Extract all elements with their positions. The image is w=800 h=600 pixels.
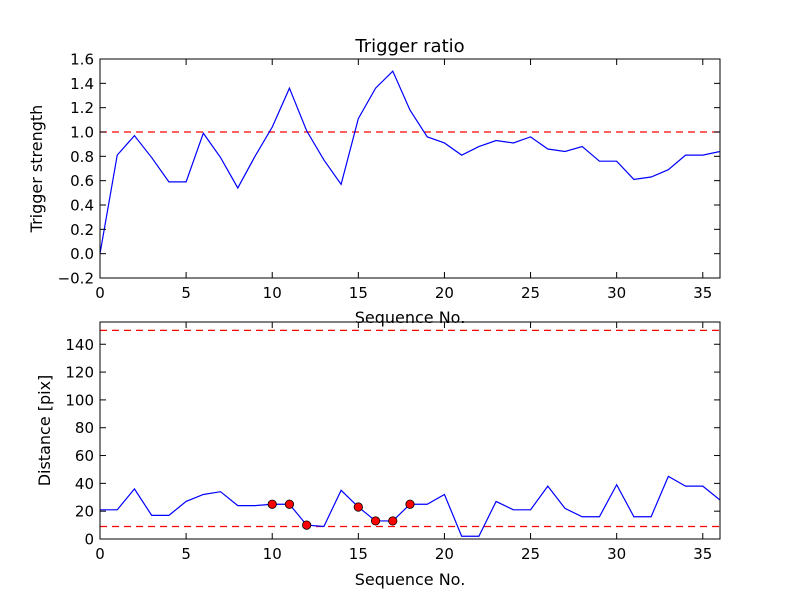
trigger-ratio-y-tick-label: 0.4 — [70, 197, 94, 215]
trigger-ratio-ticks: 0 5 10 15 20 25 30 35 −0.2 0.0 0.2 0.4 0.6 0.8 1.0 1.2 1… — [58, 51, 720, 302]
distance-x-tick-label: 0 — [95, 545, 105, 563]
distance-y-tick-label: 100 — [65, 391, 94, 409]
trigger-ratio-plot-area — [100, 70, 720, 254]
trigger-ratio-subplot: 0 5 10 15 20 25 30 35 −0.2 0.0 0.2 0.4 0.6 0.8 1.0 1.2 1… — [27, 36, 721, 327]
trigger-ratio-y-tick-label: 1.0 — [70, 124, 94, 142]
distance-y-tick-label: 60 — [75, 447, 94, 465]
distance-ticks: 0 5 10 15 20 25 30 35 0 20 40 60 80 100 120 140 — [65, 322, 720, 563]
trigger-ratio-x-tick-label: 5 — [181, 284, 191, 302]
distance-plot-area — [100, 329, 720, 537]
trigger-ratio-x-tick-label: 30 — [607, 284, 626, 302]
trigger-ratio-y-tick-label: 0.0 — [70, 245, 94, 263]
trigger-ratio-x-tick-label: 25 — [521, 284, 540, 302]
trigger-ratio-y-axis-label: Trigger strength — [27, 105, 46, 234]
distance-x-tick-label: 25 — [521, 545, 540, 563]
trigger-ratio-y-tick-label: 1.4 — [70, 75, 94, 93]
distance-x-tick-label: 30 — [607, 545, 626, 563]
distance-subplot: 0 5 10 15 20 25 30 35 0 20 40 60 80 100 120 140 Sequenc… — [35, 321, 721, 589]
distance-axes-frame — [99, 321, 721, 540]
distance-marker-point — [267, 499, 277, 509]
trigger-ratio-x-tick-label: 0 — [95, 284, 105, 302]
trigger-ratio-axes-frame — [99, 58, 721, 279]
trigger-ratio-y-tick-label: 0.8 — [70, 148, 94, 166]
trigger-ratio-y-tick-label: 0.2 — [70, 221, 94, 239]
trigger-ratio-y-tick-label: 1.6 — [70, 51, 94, 69]
trigger-ratio-y-tick-label: −0.2 — [58, 270, 94, 288]
trigger-ratio-y-tick-label: 0.6 — [70, 172, 94, 190]
distance-x-tick-label: 15 — [349, 545, 368, 563]
distance-y-tick-label: 20 — [75, 503, 94, 521]
trigger-ratio-x-tick-label: 10 — [263, 284, 282, 302]
trigger-ratio-x-tick-label: 35 — [693, 284, 712, 302]
trigger-ratio-x-axis-label: Sequence No. — [355, 308, 466, 327]
distance-y-axis-label: Distance [pix] — [35, 375, 54, 487]
trigger-ratio-y-tick-label: 1.2 — [70, 99, 94, 117]
distance-x-tick-label: 20 — [435, 545, 454, 563]
distance-y-tick-label: 140 — [65, 336, 94, 354]
distance-marker-point — [302, 520, 312, 530]
trigger-ratio-title: Trigger ratio — [354, 36, 464, 57]
distance-marker-point — [370, 516, 381, 526]
distance-x-tick-label: 10 — [263, 545, 282, 563]
trigger-ratio-x-tick-label: 20 — [435, 284, 454, 302]
distance-x-axis-label: Sequence No. — [355, 570, 466, 589]
distance-y-tick-label: 80 — [75, 419, 94, 437]
distance-y-tick-label: 0 — [84, 531, 94, 549]
distance-x-tick-label: 35 — [693, 545, 712, 563]
distance-marker-point — [353, 502, 363, 512]
trigger-ratio-x-tick-label: 15 — [349, 284, 368, 302]
distance-marker-point — [388, 516, 398, 526]
distance-y-tick-label: 40 — [75, 475, 94, 493]
distance-x-tick-label: 5 — [181, 545, 191, 563]
distance-y-tick-label: 120 — [65, 364, 94, 382]
distance-marker-point — [284, 499, 295, 509]
distance-marker-point — [405, 499, 415, 509]
trigger-ratio-series-line-0 — [100, 70, 720, 254]
